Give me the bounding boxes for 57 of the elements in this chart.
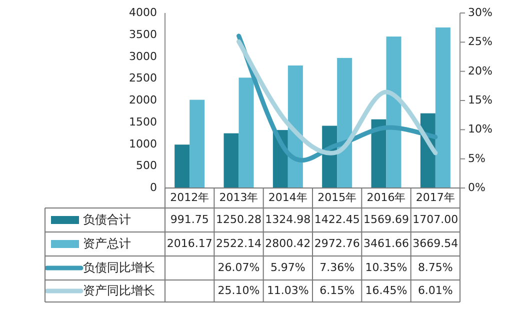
legend-label: 负债同比增长	[83, 260, 155, 274]
data-label: 2972.76	[314, 237, 360, 250]
y-tick-label: 4000	[129, 6, 157, 20]
data-label: 8.75%	[418, 261, 453, 274]
y-tick-label: 3500	[129, 28, 157, 41]
bar	[224, 133, 239, 188]
legend-label: 资产总计	[83, 236, 131, 250]
bar	[288, 65, 303, 188]
data-label: 991.75	[170, 213, 209, 226]
y-tick-label: 2500	[129, 72, 157, 85]
data-label: 10.35%	[365, 261, 408, 274]
data-label: 3461.66	[364, 237, 409, 250]
data-label: 1707.00	[412, 213, 458, 226]
y-tick-label: 1000	[129, 137, 157, 150]
x-tick-label: 2013年	[219, 191, 258, 204]
y-tick-label: 500	[136, 159, 157, 172]
x-tick-label: 2017年	[416, 191, 455, 204]
data-label: 7.36%	[320, 261, 355, 274]
data-label: 16.45%	[365, 284, 408, 298]
x-tick-label: 2014年	[268, 191, 308, 204]
data-label: 3669.54	[412, 237, 458, 250]
y2-tick-label: 30%	[468, 6, 492, 20]
bar	[371, 119, 386, 188]
y2-tick-label: 10%	[468, 122, 492, 136]
y2-tick-label: 5%	[468, 152, 486, 165]
data-label: 26.07%	[218, 261, 260, 274]
y-tick-label: 0	[150, 181, 157, 194]
data-label: 25.10%	[218, 284, 260, 298]
data-label: 2016.17	[166, 237, 212, 250]
data-label: 1324.98	[265, 213, 311, 226]
data-label: 2522.14	[216, 237, 262, 250]
y2-tick-label: 15%	[468, 94, 492, 107]
data-label: 11.03%	[266, 284, 309, 298]
y-tick-label: 2000	[129, 94, 157, 107]
y-tick-label: 1500	[129, 115, 157, 128]
data-label: 1569.69	[364, 213, 409, 226]
x-tick-label: 2015年	[318, 191, 357, 204]
bar	[435, 27, 450, 188]
bar	[386, 36, 402, 188]
y2-tick-label: 20%	[468, 64, 492, 78]
legend-label: 资产同比增长	[83, 283, 155, 298]
data-label: 6.15%	[320, 284, 355, 298]
bar	[337, 58, 352, 188]
legend-label: 负债合计	[83, 212, 131, 226]
bar	[190, 100, 205, 188]
data-label: 2800.42	[265, 237, 311, 250]
x-tick-label: 2012年	[170, 191, 210, 204]
data-label: 5.97%	[270, 261, 306, 274]
data-label: 1422.45	[314, 213, 360, 226]
x-tick-label: 2016年	[366, 191, 406, 204]
y2-tick-label: 25%	[468, 35, 492, 48]
y-tick-label: 3000	[129, 50, 157, 63]
y2-tick-label: 0%	[468, 181, 486, 194]
bar	[174, 144, 190, 188]
data-label: 6.01%	[418, 284, 453, 298]
data-label: 1250.28	[216, 213, 262, 226]
bar	[238, 78, 254, 188]
